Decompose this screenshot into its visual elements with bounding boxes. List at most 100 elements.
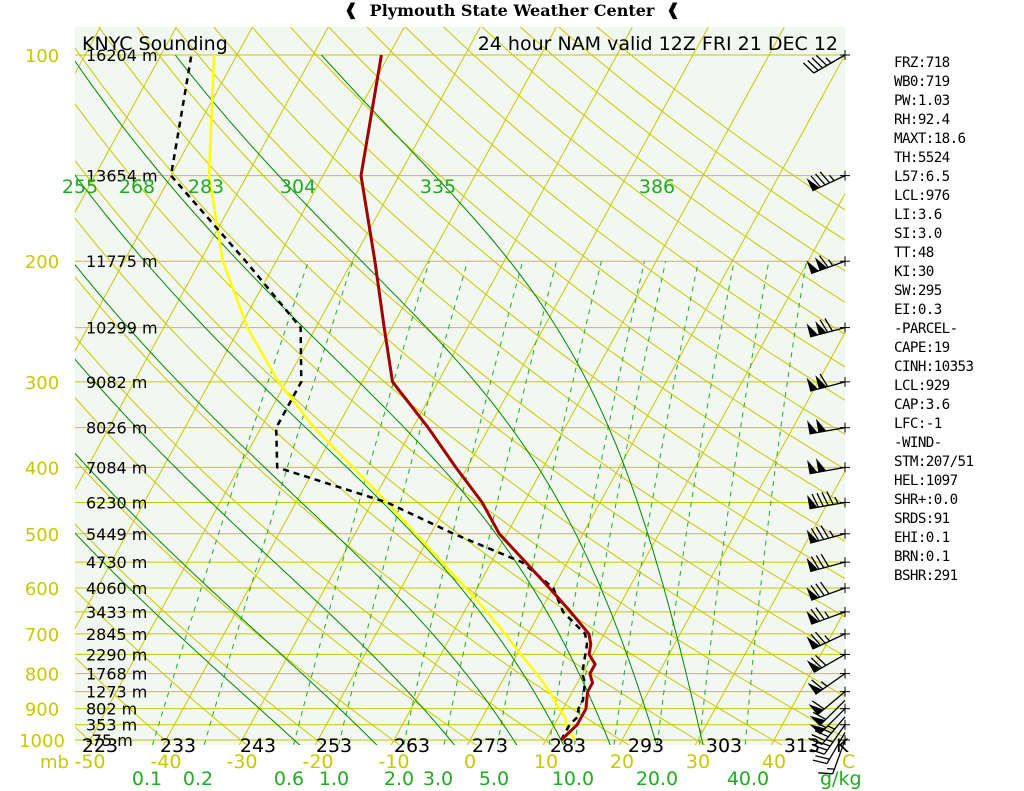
pressure-tick-label: 100	[25, 46, 59, 67]
theta-bottom-label: 313	[784, 735, 820, 757]
mixing-ratio-line	[292, 261, 430, 745]
wind-barb-pennant	[808, 704, 824, 715]
wind-barb-half-flag	[829, 530, 834, 538]
wind-barb-pennant	[815, 321, 827, 335]
dry-adiabat-line	[75, 656, 172, 745]
wind-barb-pennant	[806, 557, 818, 572]
wind-barb-staff	[826, 732, 846, 764]
wind-barb-pennant	[806, 636, 820, 650]
wind-barb-flag	[819, 319, 829, 333]
height-label: -75 m	[86, 731, 133, 750]
height-label: 13654 m	[86, 167, 158, 186]
wind-barb-pennant	[806, 611, 819, 625]
dry-adiabat-line	[75, 159, 783, 745]
mixing-ratio-label: 10.0	[552, 768, 594, 790]
temperature-tick-label: 40	[762, 751, 786, 773]
index-line: CAPE:19	[894, 340, 950, 356]
wind-barb-pennant	[807, 459, 818, 474]
moist-adiabat-line	[75, 60, 611, 745]
wind-barb-pennant	[807, 494, 818, 509]
isotherm-line	[694, 470, 845, 745]
theta-bottom-label: 223	[82, 735, 118, 757]
theta-e-label: 268	[119, 176, 155, 198]
wind-barb-flag	[815, 583, 825, 596]
theta-bottom-label: 233	[160, 735, 196, 757]
isotherm-line	[75, 27, 177, 214]
index-line: BSHR:291	[894, 568, 958, 584]
wind-barb-half-flag	[827, 259, 834, 267]
wind-barb-staff	[821, 716, 846, 745]
wind-barb-half-flag	[828, 174, 835, 182]
pressure-tick-label: 300	[25, 373, 59, 394]
wind-barb-flag	[815, 654, 827, 666]
wind-barb-pennant	[806, 260, 819, 274]
dry-adiabat-line	[213, 27, 845, 542]
wind-barb-flag	[810, 527, 820, 542]
wind-barb-flag	[810, 585, 821, 598]
height-label: 10299 m	[86, 319, 158, 338]
wind-barb-pennant	[816, 418, 827, 433]
theta-bottom-label: 253	[316, 735, 352, 757]
dry-adiabat-line	[75, 589, 248, 745]
wind-barb-pennant	[814, 257, 828, 271]
dewpoint-trace	[169, 54, 589, 741]
isotherm-line	[238, 27, 633, 745]
height-label: 5449 m	[86, 525, 147, 544]
index-line: -PARCEL-	[894, 321, 958, 337]
index-line: PW:1.03	[894, 93, 950, 109]
index-line: EHI:0.1	[894, 530, 950, 546]
isotherm-line	[390, 27, 785, 745]
wind-barb-flag	[811, 734, 826, 742]
moist-adiabat-line	[75, 452, 378, 745]
index-line: RH:92.4	[894, 112, 950, 128]
wind-barb-flag	[810, 556, 820, 570]
height-label: 4730 m	[86, 553, 147, 572]
wind-barb-flag	[811, 493, 819, 508]
wind-barb-staff	[810, 561, 846, 573]
height-label: 8026 m	[86, 419, 147, 438]
wind-barb-flag	[818, 255, 829, 268]
dry-adiabat-line	[366, 27, 845, 401]
right-flag-icon: ❰	[666, 0, 680, 19]
dry-adiabat-line	[0, 24, 28, 755]
mixing-ratio-line	[548, 261, 645, 745]
pressure-tick-label: 200	[25, 252, 59, 273]
wind-barb-flag	[812, 759, 828, 765]
mixing-ratio-label: 3.0	[423, 768, 453, 790]
header-bar: ❰ Plymouth State Weather Center ❰	[0, 0, 1024, 22]
moist-adiabat-line	[75, 358, 456, 745]
wind-barb-pennant	[806, 529, 818, 544]
wind-barb-flag	[815, 755, 830, 760]
wind-barb-half-flag	[827, 767, 835, 770]
dry-adiabat-line	[404, 27, 845, 368]
wind-barb-flag	[813, 744, 828, 751]
height-label: 16204 m	[86, 46, 158, 65]
wind-barb-pennant	[809, 724, 826, 735]
wind-barb-flag	[826, 491, 834, 505]
wind-barb-half-flag	[820, 681, 828, 687]
dry-adiabat-line	[98, 27, 845, 657]
pressure-unit-label: mb	[40, 752, 69, 773]
theta-bottom-label: 273	[472, 735, 508, 757]
sounding-indices: FRZ:718 WB0:719 PW:1.03 RH:92.4 MAXT:18.6 TH:…	[894, 54, 974, 586]
theta-e-label: 283	[188, 176, 224, 198]
wind-barb-flag	[819, 171, 831, 184]
wind-barb-flag	[807, 59, 819, 71]
mixing-ratio-line	[656, 261, 735, 745]
wind-barb-staff	[809, 466, 846, 475]
dry-adiabat-line	[328, 27, 845, 435]
index-line: L57:6.5	[894, 169, 950, 185]
height-label: 11775 m	[86, 252, 158, 271]
index-line: SW:295	[894, 283, 942, 299]
index-line: SHR+:0.0	[894, 492, 958, 508]
dry-adiabat-line	[75, 276, 630, 745]
index-line: SRDS:91	[894, 511, 950, 527]
mixing-ratio-line	[613, 261, 699, 745]
mixing-ratio-label: 0.6	[274, 768, 304, 790]
theta-bottom-label: 243	[240, 735, 276, 757]
theta-bottom-label: 303	[706, 735, 742, 757]
temperature-trace	[359, 54, 597, 742]
index-line: EI:0.3	[894, 302, 942, 318]
wind-barb-staff	[809, 501, 846, 510]
